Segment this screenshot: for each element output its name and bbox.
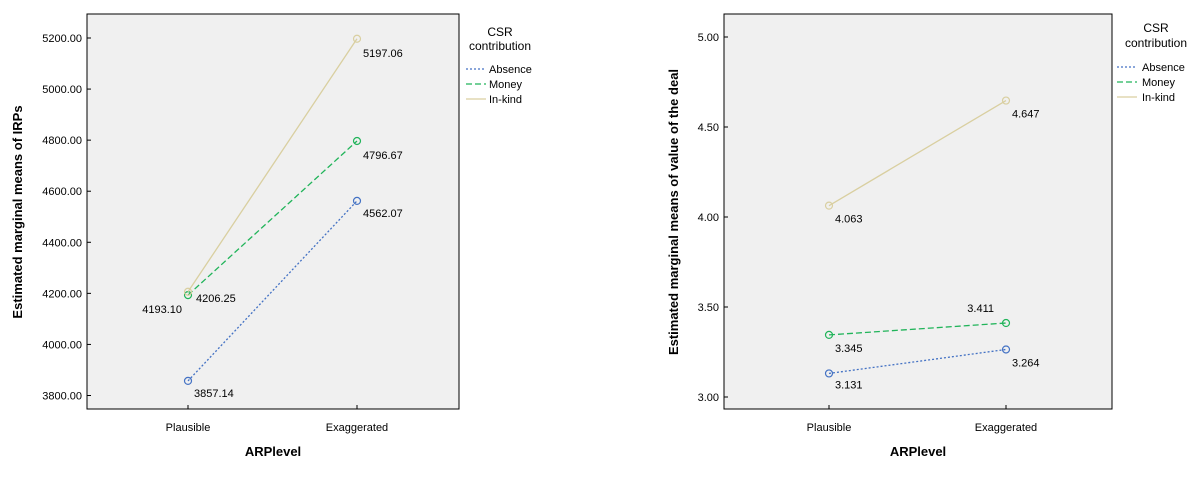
- series-line: [828, 348, 1007, 375]
- data-point: [1001, 318, 1011, 328]
- series-money: 4193.10 4796.67: [142, 136, 403, 316]
- data-point: [824, 369, 834, 378]
- legend-title: CSR: [1143, 21, 1169, 35]
- y-tick-label: 3800.00: [42, 391, 82, 403]
- series-line: [828, 99, 1007, 207]
- data-point: [352, 136, 362, 146]
- x-tick-label: Plausible: [807, 422, 852, 434]
- y-tick-label: 5.00: [698, 32, 719, 44]
- data-label: 3.411: [967, 303, 994, 315]
- y-tick-label: 4.50: [698, 122, 719, 134]
- series-absence: 3857.14 4562.07: [183, 196, 403, 400]
- data-point: [824, 201, 834, 210]
- data-label: 4562.07: [363, 208, 403, 220]
- legend-title: CSR: [487, 25, 513, 39]
- x-tick-label: Exaggerated: [326, 422, 388, 434]
- data-label: 3.131: [835, 379, 863, 391]
- data-point: [183, 376, 193, 386]
- data-point: [352, 196, 362, 205]
- series-line: [828, 322, 1007, 336]
- series-line: [187, 38, 358, 293]
- legend-item: Absence: [1142, 62, 1185, 74]
- data-label: 3.264: [1012, 357, 1040, 369]
- series-in-kind: 4.063 4.647: [824, 96, 1040, 226]
- data-label: 4796.67: [363, 150, 403, 162]
- chart-2: 3.00 3.50 4.00 4.50 5.00 Plausible Exaggerated…: [666, 13, 1187, 459]
- y-tick-label: 4.00: [698, 212, 719, 224]
- data-label: 5197.06: [363, 48, 403, 60]
- series-money: 3.345 3.411: [824, 303, 1011, 355]
- y-tick-label: 4600.00: [42, 186, 82, 198]
- series-in-kind: 4206.25 5197.06: [183, 34, 403, 305]
- series-absence: 3.131 3.264: [824, 345, 1040, 391]
- data-label: 4.063: [835, 214, 863, 226]
- data-point: [352, 34, 362, 43]
- y-tick-label: 4800.00: [42, 135, 82, 147]
- legend-item: In-kind: [1142, 92, 1175, 104]
- x-axis-title: ARPlevel: [890, 444, 946, 459]
- data-point: [1001, 96, 1011, 105]
- legend-item: Money: [489, 79, 523, 91]
- series-line: [187, 200, 358, 382]
- legend-item: In-kind: [489, 94, 522, 106]
- data-label: 4.647: [1012, 109, 1040, 121]
- data-point: [824, 330, 834, 339]
- plot-area: [723, 13, 1113, 410]
- y-tick-label: 5200.00: [42, 33, 82, 45]
- data-label: 4206.25: [196, 293, 236, 305]
- y-tick-label: 3.00: [698, 392, 719, 404]
- y-tick-label: 4400.00: [42, 237, 82, 249]
- x-tick-label: Plausible: [166, 422, 211, 434]
- data-label: 3857.14: [194, 388, 234, 400]
- y-axis-title: Estimated marginal means of value of the…: [666, 69, 681, 355]
- y-tick-label: 4200.00: [42, 288, 82, 300]
- data-label: 4193.10: [142, 304, 182, 316]
- plot-area: [86, 13, 460, 410]
- legend-item: Absence: [489, 64, 532, 76]
- y-tick-label: 3.50: [698, 302, 719, 314]
- x-tick-label: Exaggerated: [975, 422, 1037, 434]
- chart-1: 3800.00 4000.00 4200.00 4400.00 4600.00 4800.…: [10, 13, 532, 459]
- series-line: [187, 140, 358, 296]
- y-tick-label: 5000.00: [42, 84, 82, 96]
- y-tick-label: 4000.00: [42, 339, 82, 351]
- data-label: 3.345: [835, 343, 863, 355]
- legend-item: Money: [1142, 77, 1176, 89]
- data-point: [1001, 345, 1011, 354]
- legend-title: contribution: [469, 39, 531, 53]
- y-axis-title: Estimated marginal means of IRPs: [10, 105, 25, 318]
- legend-title: contribution: [1125, 36, 1187, 50]
- data-point: [183, 287, 193, 296]
- x-axis-title: ARPlevel: [245, 444, 301, 459]
